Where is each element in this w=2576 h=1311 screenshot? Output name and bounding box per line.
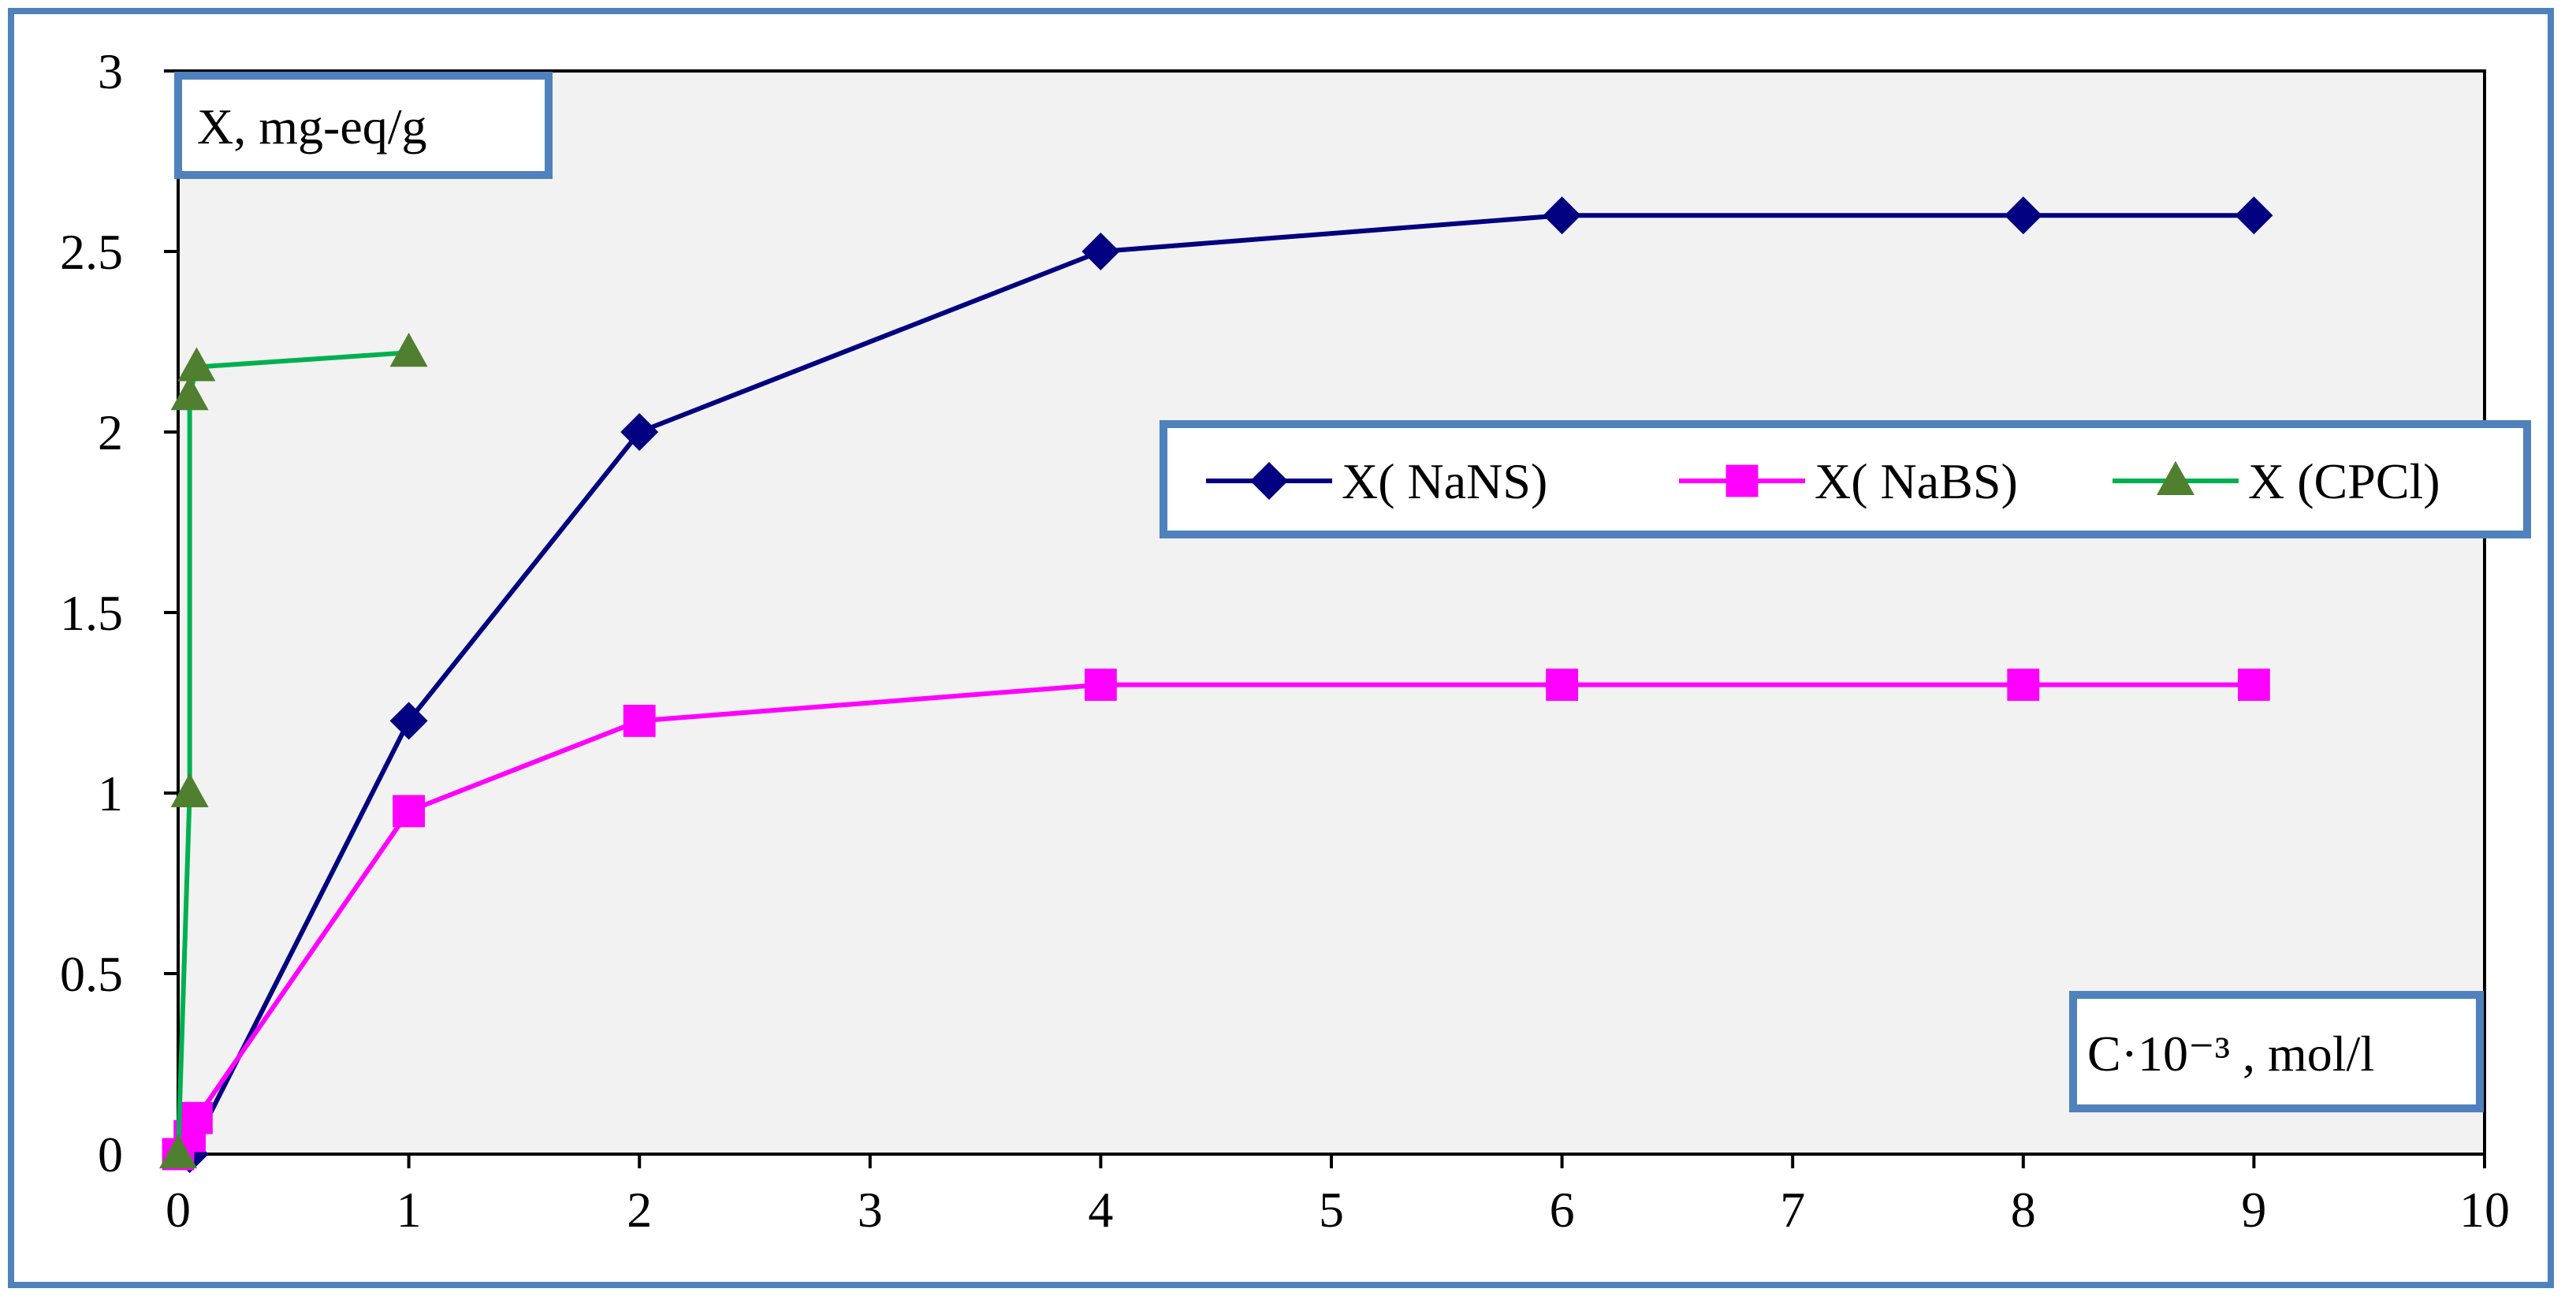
triangle-marker xyxy=(170,773,209,807)
x-tick-label: 3 xyxy=(858,1182,883,1238)
diamond-marker xyxy=(1250,462,1288,500)
diamond-marker xyxy=(389,702,428,740)
legend-label: X (CPCl) xyxy=(2248,453,2440,509)
x-tick-label: 4 xyxy=(1088,1182,1113,1238)
y-tick-label: 1 xyxy=(98,765,123,821)
series-layer xyxy=(159,196,2273,1173)
y-tick-label: 0.5 xyxy=(60,946,123,1002)
y-tick-label: 2 xyxy=(98,404,123,460)
square-marker xyxy=(2238,669,2270,701)
x-axis-label-box: C·10⁻³ , mol/l xyxy=(2069,991,2484,1112)
triangle-marker xyxy=(170,376,209,411)
square-marker xyxy=(393,795,425,828)
x-tick-label: 2 xyxy=(627,1182,652,1238)
square-marker xyxy=(623,705,656,737)
triangle-marker xyxy=(159,1134,197,1168)
square-marker xyxy=(1546,669,1578,701)
square-marker xyxy=(1085,669,1117,701)
square-marker xyxy=(1725,464,1759,497)
y-tick-label: 1.5 xyxy=(60,585,123,641)
diamond-marker xyxy=(2004,196,2042,235)
legend-label: X( NaBS) xyxy=(1815,453,2018,509)
legend-label: X( NaNS) xyxy=(1342,453,1547,509)
x-tick-label: 8 xyxy=(2011,1182,2036,1238)
series-triangle xyxy=(159,333,428,1168)
square-marker xyxy=(181,1101,213,1134)
x-tick-label: 9 xyxy=(2241,1182,2266,1238)
legend-box xyxy=(1160,420,2531,538)
triangle-marker xyxy=(177,347,216,382)
x-tick-label: 1 xyxy=(396,1182,422,1238)
legend: X( NaNS) X( NaBS) X (CPCl) xyxy=(1160,420,2531,538)
y-axis-ticks: 0 0.5 1 1.5 2 2.5 3 xyxy=(60,43,178,1183)
y-axis-label-box: X, mg-eq/g xyxy=(174,72,553,179)
x-tick-label: 5 xyxy=(1319,1182,1344,1238)
x-tick-label: 7 xyxy=(1780,1182,1805,1238)
x-axis-label: C·10⁻³ , mol/l xyxy=(2087,1026,2374,1082)
diamond-marker xyxy=(620,413,659,451)
x-axis-ticks: 0 1 2 3 4 5 6 7 8 9 10 xyxy=(166,1154,2510,1238)
y-tick-label: 2.5 xyxy=(60,224,123,280)
y-tick-label: 3 xyxy=(98,43,123,99)
diamond-marker xyxy=(1543,196,1581,235)
diamond-marker xyxy=(1081,233,1120,270)
diamond-marker xyxy=(2235,196,2273,235)
plot-area xyxy=(177,69,2486,1156)
x-tick-label: 10 xyxy=(2459,1182,2510,1238)
square-marker xyxy=(2007,669,2040,701)
triangle-marker xyxy=(389,333,428,367)
x-tick-label: 0 xyxy=(166,1182,191,1238)
triangle-marker xyxy=(2157,460,2194,495)
x-tick-label: 6 xyxy=(1550,1182,1575,1238)
y-axis-label: X, mg-eq/g xyxy=(197,99,427,155)
y-tick-label: 0 xyxy=(98,1127,123,1183)
